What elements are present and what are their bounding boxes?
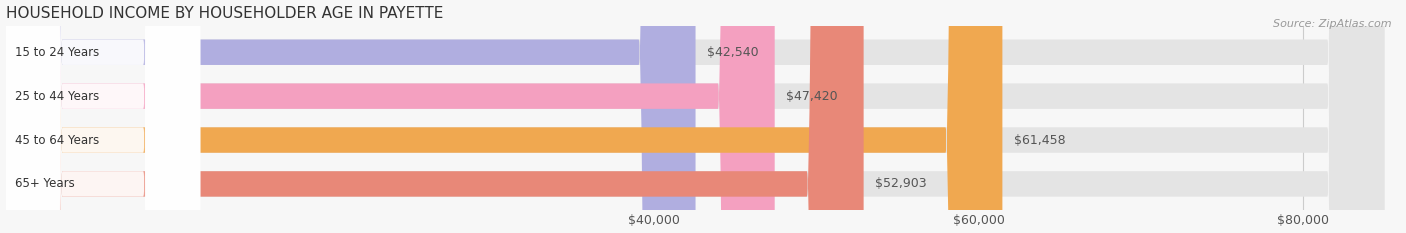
- Text: $42,540: $42,540: [707, 46, 758, 59]
- Text: $47,420: $47,420: [786, 90, 838, 103]
- FancyBboxPatch shape: [6, 0, 200, 233]
- FancyBboxPatch shape: [6, 0, 1385, 233]
- Text: Source: ZipAtlas.com: Source: ZipAtlas.com: [1274, 19, 1392, 29]
- FancyBboxPatch shape: [6, 0, 200, 233]
- FancyBboxPatch shape: [6, 0, 1385, 233]
- FancyBboxPatch shape: [6, 0, 863, 233]
- FancyBboxPatch shape: [6, 0, 1002, 233]
- Text: 65+ Years: 65+ Years: [15, 178, 75, 190]
- FancyBboxPatch shape: [6, 0, 1385, 233]
- FancyBboxPatch shape: [6, 0, 775, 233]
- FancyBboxPatch shape: [6, 0, 200, 233]
- FancyBboxPatch shape: [6, 0, 696, 233]
- FancyBboxPatch shape: [6, 0, 1385, 233]
- Text: 45 to 64 Years: 45 to 64 Years: [15, 134, 100, 147]
- Text: HOUSEHOLD INCOME BY HOUSEHOLDER AGE IN PAYETTE: HOUSEHOLD INCOME BY HOUSEHOLDER AGE IN P…: [6, 6, 443, 21]
- FancyBboxPatch shape: [6, 0, 200, 233]
- Text: $61,458: $61,458: [1014, 134, 1066, 147]
- Text: 25 to 44 Years: 25 to 44 Years: [15, 90, 100, 103]
- Text: $52,903: $52,903: [875, 178, 927, 190]
- Text: 15 to 24 Years: 15 to 24 Years: [15, 46, 100, 59]
